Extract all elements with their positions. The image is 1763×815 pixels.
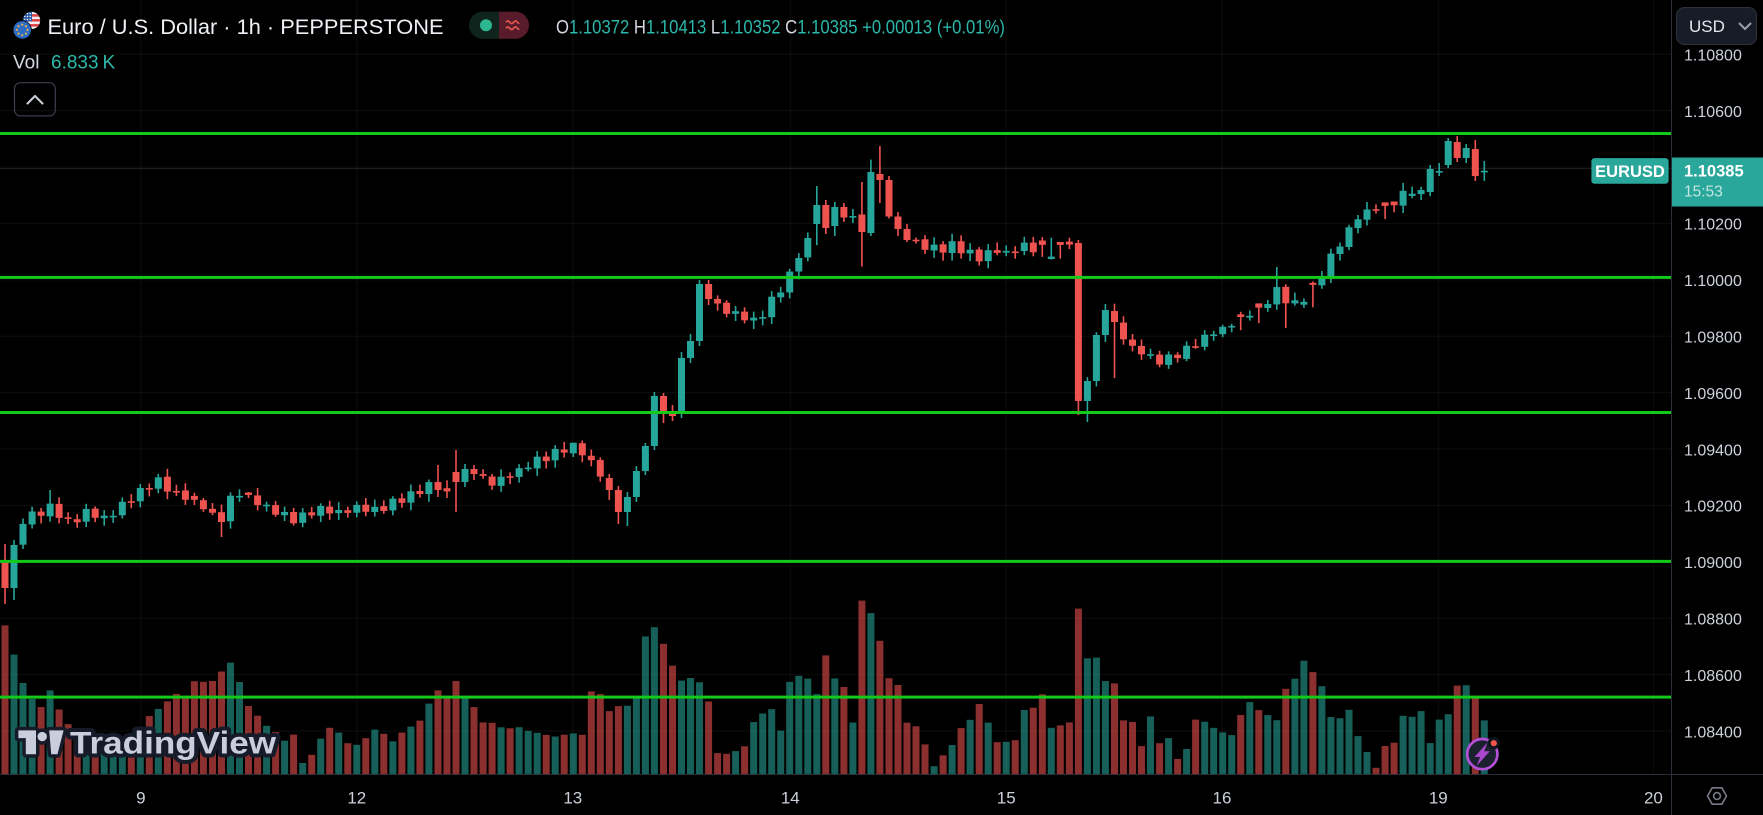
svg-text:Euro / U.S. Dollar · 1h · PEPP: Euro / U.S. Dollar · 1h · PEPPERSTONE	[48, 16, 444, 39]
svg-text:9: 9	[136, 789, 145, 808]
svg-text:14: 14	[781, 789, 800, 808]
svg-text:O1.10372 H1.10413 L1.10352 C1.: O1.10372 H1.10413 L1.10352 C1.10385 +0.0…	[556, 18, 1005, 39]
svg-text:15: 15	[997, 789, 1016, 808]
svg-text:1.09200: 1.09200	[1684, 499, 1742, 516]
svg-text:TradingView: TradingView	[70, 725, 277, 761]
svg-text:1.09400: 1.09400	[1684, 442, 1742, 459]
svg-text:15:53: 15:53	[1684, 184, 1723, 201]
svg-text:1.09000: 1.09000	[1684, 555, 1742, 572]
svg-text:1.09600: 1.09600	[1684, 386, 1742, 403]
svg-text:1.10000: 1.10000	[1684, 273, 1742, 290]
svg-text:1.10385: 1.10385	[1684, 163, 1744, 181]
svg-text:12: 12	[347, 789, 366, 808]
svg-text:1.08600: 1.08600	[1684, 668, 1742, 685]
svg-text:16: 16	[1213, 789, 1232, 808]
svg-text:1.09800: 1.09800	[1684, 330, 1742, 347]
svg-text:EURUSD: EURUSD	[1595, 163, 1665, 181]
svg-text:1.08800: 1.08800	[1684, 612, 1742, 629]
svg-text:20: 20	[1644, 789, 1663, 808]
svg-text:13: 13	[563, 789, 582, 808]
svg-text:1.08400: 1.08400	[1684, 724, 1742, 741]
svg-text:1.10800: 1.10800	[1684, 48, 1742, 65]
svg-text:1.10200: 1.10200	[1684, 217, 1742, 234]
svg-text:USD: USD	[1689, 17, 1725, 36]
svg-text:1.10600: 1.10600	[1684, 104, 1742, 121]
svg-text:19: 19	[1429, 789, 1448, 808]
svg-text:TradingView: TradingView	[70, 725, 277, 761]
